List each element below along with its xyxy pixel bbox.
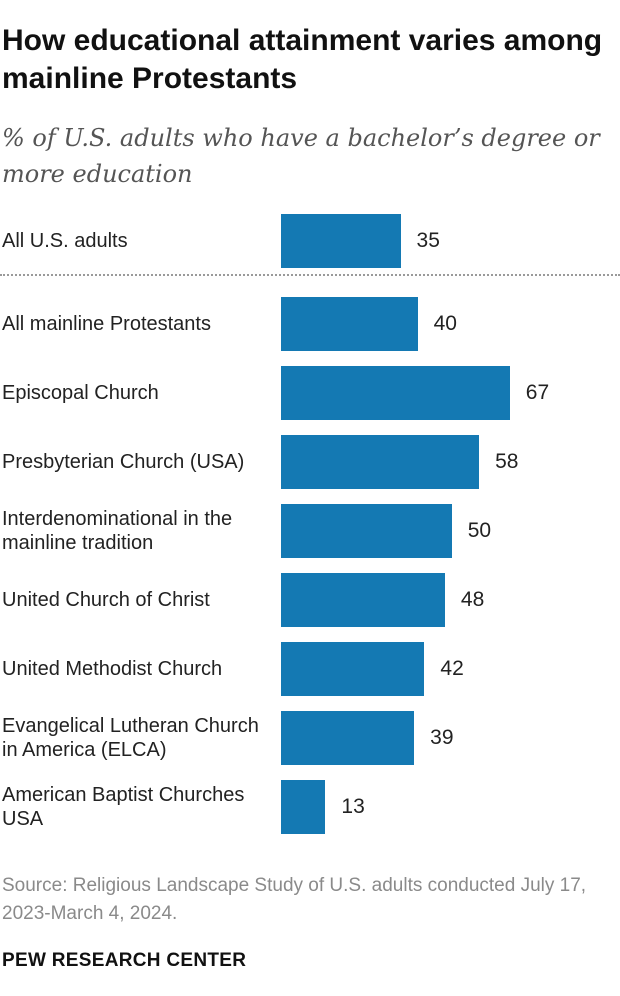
bar xyxy=(281,780,326,834)
category-label: All mainline Protestants xyxy=(2,313,211,335)
bar xyxy=(281,214,401,268)
bar xyxy=(281,504,452,558)
category-label: Presbyterian Church (USA) xyxy=(2,451,245,473)
bar xyxy=(281,573,445,627)
data-label: 13 xyxy=(341,795,365,818)
data-label: 42 xyxy=(440,657,464,680)
category-label: Episcopal Church xyxy=(2,382,159,404)
data-label: 40 xyxy=(433,312,457,335)
data-label: 39 xyxy=(430,726,454,749)
source-note: Source: Religious Landscape Study of U.S… xyxy=(2,875,587,924)
data-label: 35 xyxy=(416,229,440,252)
data-label: 48 xyxy=(460,588,485,611)
category-label: Evangelical Lutheran Church in America (… xyxy=(2,715,259,761)
bar xyxy=(281,297,418,351)
category-label: Interdenominational in the mainline trad… xyxy=(2,508,233,554)
category-label: All U.S. adults xyxy=(2,230,128,252)
chart-title: How educational attainment varies among … xyxy=(2,24,603,95)
bar xyxy=(281,642,425,696)
brand-name: PEW RESEARCH CENTER xyxy=(2,950,247,971)
divider-line xyxy=(0,274,620,276)
chart-subtitle: % of U.S. adults who have a bachelor’s d… xyxy=(2,124,600,188)
bar xyxy=(281,366,510,420)
bar xyxy=(281,435,480,489)
data-label: 50 xyxy=(467,519,492,542)
category-label: United Church of Christ xyxy=(2,589,210,611)
bar xyxy=(281,711,415,765)
category-label: American Baptist Churches USA xyxy=(2,784,245,830)
category-label: United Methodist Church xyxy=(2,658,223,680)
data-label: 58 xyxy=(495,450,519,473)
data-label: 67 xyxy=(525,381,550,404)
